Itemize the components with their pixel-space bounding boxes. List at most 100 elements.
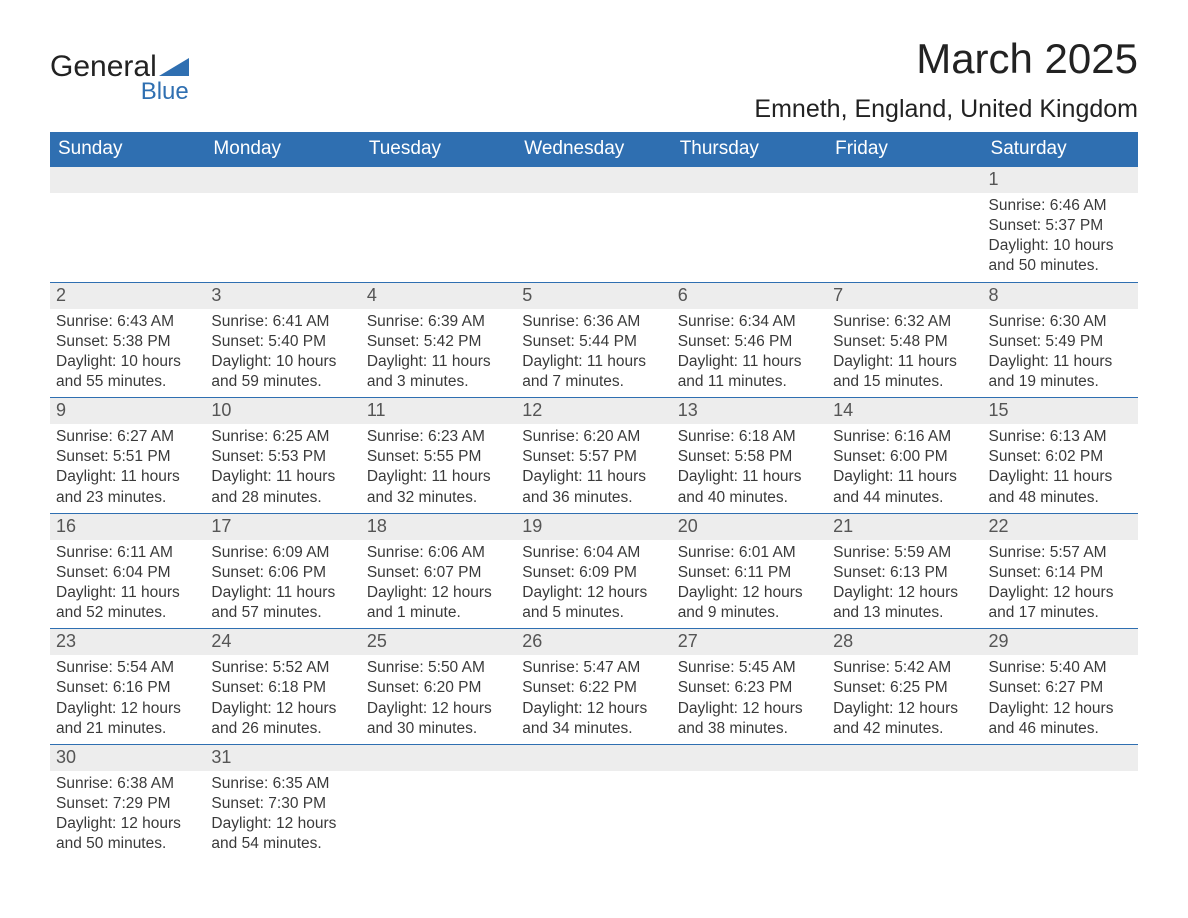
calendar-day-cell — [50, 167, 205, 283]
day-info — [205, 193, 360, 201]
sunset-text: Sunset: 5:53 PM — [211, 447, 354, 467]
calendar-week-row: 16Sunrise: 6:11 AMSunset: 6:04 PMDayligh… — [50, 513, 1138, 629]
day-info: Sunrise: 6:41 AMSunset: 5:40 PMDaylight:… — [205, 309, 360, 398]
day-number: 17 — [205, 514, 360, 540]
day-number: 31 — [205, 745, 360, 771]
day-number — [516, 745, 671, 771]
weekday-header: Friday — [827, 132, 982, 167]
calendar-day-cell: 26Sunrise: 5:47 AMSunset: 6:22 PMDayligh… — [516, 629, 671, 745]
day-info: Sunrise: 6:30 AMSunset: 5:49 PMDaylight:… — [983, 309, 1138, 398]
sunset-text: Sunset: 5:46 PM — [678, 332, 821, 352]
day-number: 15 — [983, 398, 1138, 424]
day-info — [672, 193, 827, 201]
day-number — [827, 745, 982, 771]
calendar-day-cell: 27Sunrise: 5:45 AMSunset: 6:23 PMDayligh… — [672, 629, 827, 745]
calendar-day-cell: 21Sunrise: 5:59 AMSunset: 6:13 PMDayligh… — [827, 513, 982, 629]
sunrise-text: Sunrise: 6:38 AM — [56, 774, 199, 794]
sunset-text: Sunset: 6:16 PM — [56, 678, 199, 698]
day-info: Sunrise: 6:36 AMSunset: 5:44 PMDaylight:… — [516, 309, 671, 398]
day-number — [672, 745, 827, 771]
page-title: March 2025 — [754, 35, 1138, 83]
logo-text-2: Blue — [122, 78, 189, 106]
calendar-day-cell: 2Sunrise: 6:43 AMSunset: 5:38 PMDaylight… — [50, 282, 205, 398]
daylight-text: Daylight: 11 hours and 28 minutes. — [211, 467, 354, 507]
sunset-text: Sunset: 5:38 PM — [56, 332, 199, 352]
sunrise-text: Sunrise: 6:39 AM — [367, 312, 510, 332]
day-number: 19 — [516, 514, 671, 540]
calendar-day-cell — [672, 744, 827, 859]
daylight-text: Daylight: 11 hours and 48 minutes. — [989, 467, 1132, 507]
sunset-text: Sunset: 6:07 PM — [367, 563, 510, 583]
calendar-day-cell: 5Sunrise: 6:36 AMSunset: 5:44 PMDaylight… — [516, 282, 671, 398]
weekday-header: Monday — [205, 132, 360, 167]
day-info: Sunrise: 6:04 AMSunset: 6:09 PMDaylight:… — [516, 540, 671, 629]
day-info: Sunrise: 6:35 AMSunset: 7:30 PMDaylight:… — [205, 771, 360, 860]
sunrise-text: Sunrise: 6:36 AM — [522, 312, 665, 332]
sunrise-text: Sunrise: 6:32 AM — [833, 312, 976, 332]
day-number: 22 — [983, 514, 1138, 540]
daylight-text: Daylight: 11 hours and 52 minutes. — [56, 583, 199, 623]
daylight-text: Daylight: 12 hours and 42 minutes. — [833, 699, 976, 739]
daylight-text: Daylight: 12 hours and 13 minutes. — [833, 583, 976, 623]
sunrise-text: Sunrise: 6:18 AM — [678, 427, 821, 447]
sunrise-text: Sunrise: 6:13 AM — [989, 427, 1132, 447]
calendar-day-cell — [516, 744, 671, 859]
sunset-text: Sunset: 6:22 PM — [522, 678, 665, 698]
day-number: 26 — [516, 629, 671, 655]
sunrise-text: Sunrise: 6:20 AM — [522, 427, 665, 447]
sunset-text: Sunset: 5:57 PM — [522, 447, 665, 467]
day-info: Sunrise: 6:25 AMSunset: 5:53 PMDaylight:… — [205, 424, 360, 513]
daylight-text: Daylight: 11 hours and 36 minutes. — [522, 467, 665, 507]
calendar-day-cell: 22Sunrise: 5:57 AMSunset: 6:14 PMDayligh… — [983, 513, 1138, 629]
sunset-text: Sunset: 6:09 PM — [522, 563, 665, 583]
weekday-header: Wednesday — [516, 132, 671, 167]
day-number: 13 — [672, 398, 827, 424]
sunset-text: Sunset: 5:40 PM — [211, 332, 354, 352]
calendar-day-cell: 13Sunrise: 6:18 AMSunset: 5:58 PMDayligh… — [672, 398, 827, 514]
day-number: 6 — [672, 283, 827, 309]
sunrise-text: Sunrise: 6:11 AM — [56, 543, 199, 563]
daylight-text: Daylight: 12 hours and 30 minutes. — [367, 699, 510, 739]
sunset-text: Sunset: 7:30 PM — [211, 794, 354, 814]
day-number: 29 — [983, 629, 1138, 655]
calendar-day-cell: 7Sunrise: 6:32 AMSunset: 5:48 PMDaylight… — [827, 282, 982, 398]
daylight-text: Daylight: 11 hours and 40 minutes. — [678, 467, 821, 507]
sunset-text: Sunset: 5:37 PM — [989, 216, 1132, 236]
daylight-text: Daylight: 11 hours and 23 minutes. — [56, 467, 199, 507]
sunset-text: Sunset: 5:48 PM — [833, 332, 976, 352]
sunset-text: Sunset: 6:02 PM — [989, 447, 1132, 467]
page-subtitle: Emneth, England, United Kingdom — [754, 95, 1138, 124]
day-info — [516, 771, 671, 779]
day-number: 8 — [983, 283, 1138, 309]
daylight-text: Daylight: 10 hours and 50 minutes. — [989, 236, 1132, 276]
day-number: 21 — [827, 514, 982, 540]
daylight-text: Daylight: 12 hours and 5 minutes. — [522, 583, 665, 623]
day-info: Sunrise: 6:32 AMSunset: 5:48 PMDaylight:… — [827, 309, 982, 398]
sunset-text: Sunset: 7:29 PM — [56, 794, 199, 814]
day-info — [827, 771, 982, 779]
day-info — [672, 771, 827, 779]
daylight-text: Daylight: 11 hours and 32 minutes. — [367, 467, 510, 507]
day-number — [205, 167, 360, 193]
sunrise-text: Sunrise: 6:41 AM — [211, 312, 354, 332]
calendar-day-cell: 17Sunrise: 6:09 AMSunset: 6:06 PMDayligh… — [205, 513, 360, 629]
daylight-text: Daylight: 11 hours and 15 minutes. — [833, 352, 976, 392]
daylight-text: Daylight: 12 hours and 38 minutes. — [678, 699, 821, 739]
sunrise-text: Sunrise: 6:09 AM — [211, 543, 354, 563]
sunrise-text: Sunrise: 6:16 AM — [833, 427, 976, 447]
calendar-day-cell: 16Sunrise: 6:11 AMSunset: 6:04 PMDayligh… — [50, 513, 205, 629]
day-info — [50, 193, 205, 201]
day-number — [50, 167, 205, 193]
day-info: Sunrise: 6:11 AMSunset: 6:04 PMDaylight:… — [50, 540, 205, 629]
calendar-day-cell: 31Sunrise: 6:35 AMSunset: 7:30 PMDayligh… — [205, 744, 360, 859]
day-number: 2 — [50, 283, 205, 309]
day-info — [516, 193, 671, 201]
logo: General Blue — [50, 50, 189, 106]
day-number: 28 — [827, 629, 982, 655]
daylight-text: Daylight: 12 hours and 21 minutes. — [56, 699, 199, 739]
weekday-header: Saturday — [983, 132, 1138, 167]
day-info — [827, 193, 982, 201]
day-info: Sunrise: 6:43 AMSunset: 5:38 PMDaylight:… — [50, 309, 205, 398]
day-number: 10 — [205, 398, 360, 424]
daylight-text: Daylight: 11 hours and 11 minutes. — [678, 352, 821, 392]
